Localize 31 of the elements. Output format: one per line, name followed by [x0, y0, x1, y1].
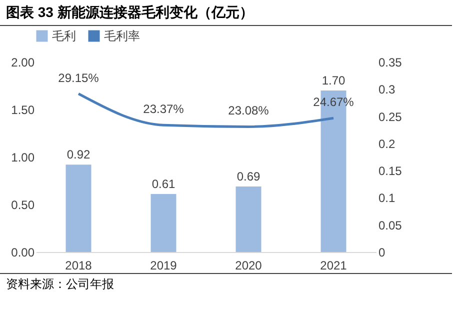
x-tick-label: 2020: [235, 258, 262, 272]
legend-label: 毛利: [52, 29, 76, 43]
y2-tick-label: 0.2: [378, 136, 396, 151]
data-label: 23.37%: [143, 102, 184, 116]
bar: [236, 186, 262, 252]
legend-label: 毛利率: [104, 29, 140, 43]
y2-tick-label: 0: [378, 246, 386, 260]
chart-title: 图表 33 新能源连接器毛利变化（亿元）: [0, 0, 452, 26]
data-label: 0.92: [66, 148, 90, 162]
y-tick-label: 0.00: [11, 246, 35, 260]
data-label: 23.08%: [228, 104, 270, 118]
y2-tick-label: 0.3: [378, 82, 396, 97]
y-tick-label: 0.50: [11, 198, 35, 212]
y2-tick-label: 0.05: [378, 218, 402, 232]
y-tick-label: 1.00: [11, 150, 35, 164]
y-tick-label: 2.00: [11, 56, 35, 70]
x-tick-label: 2021: [320, 258, 348, 272]
data-label: 1.70: [322, 74, 346, 88]
text: 资料来源：公司年报: [0, 273, 452, 295]
data-label: 0.61: [152, 177, 176, 192]
y2-tick-label: 0.35: [378, 56, 402, 70]
y-tick-label: 1.50: [11, 103, 35, 117]
y2-tick-label: 0.1: [378, 191, 396, 206]
x-tick-label: 2018: [65, 258, 92, 272]
data-label: 0.69: [236, 169, 260, 184]
data-label: 29.15%: [58, 70, 100, 85]
bar: [66, 164, 92, 252]
y2-tick-label: 0.15: [378, 164, 402, 178]
y2-tick-label: 0.25: [378, 110, 402, 124]
x-tick-label: 2019: [150, 258, 178, 272]
bar: [150, 194, 176, 252]
